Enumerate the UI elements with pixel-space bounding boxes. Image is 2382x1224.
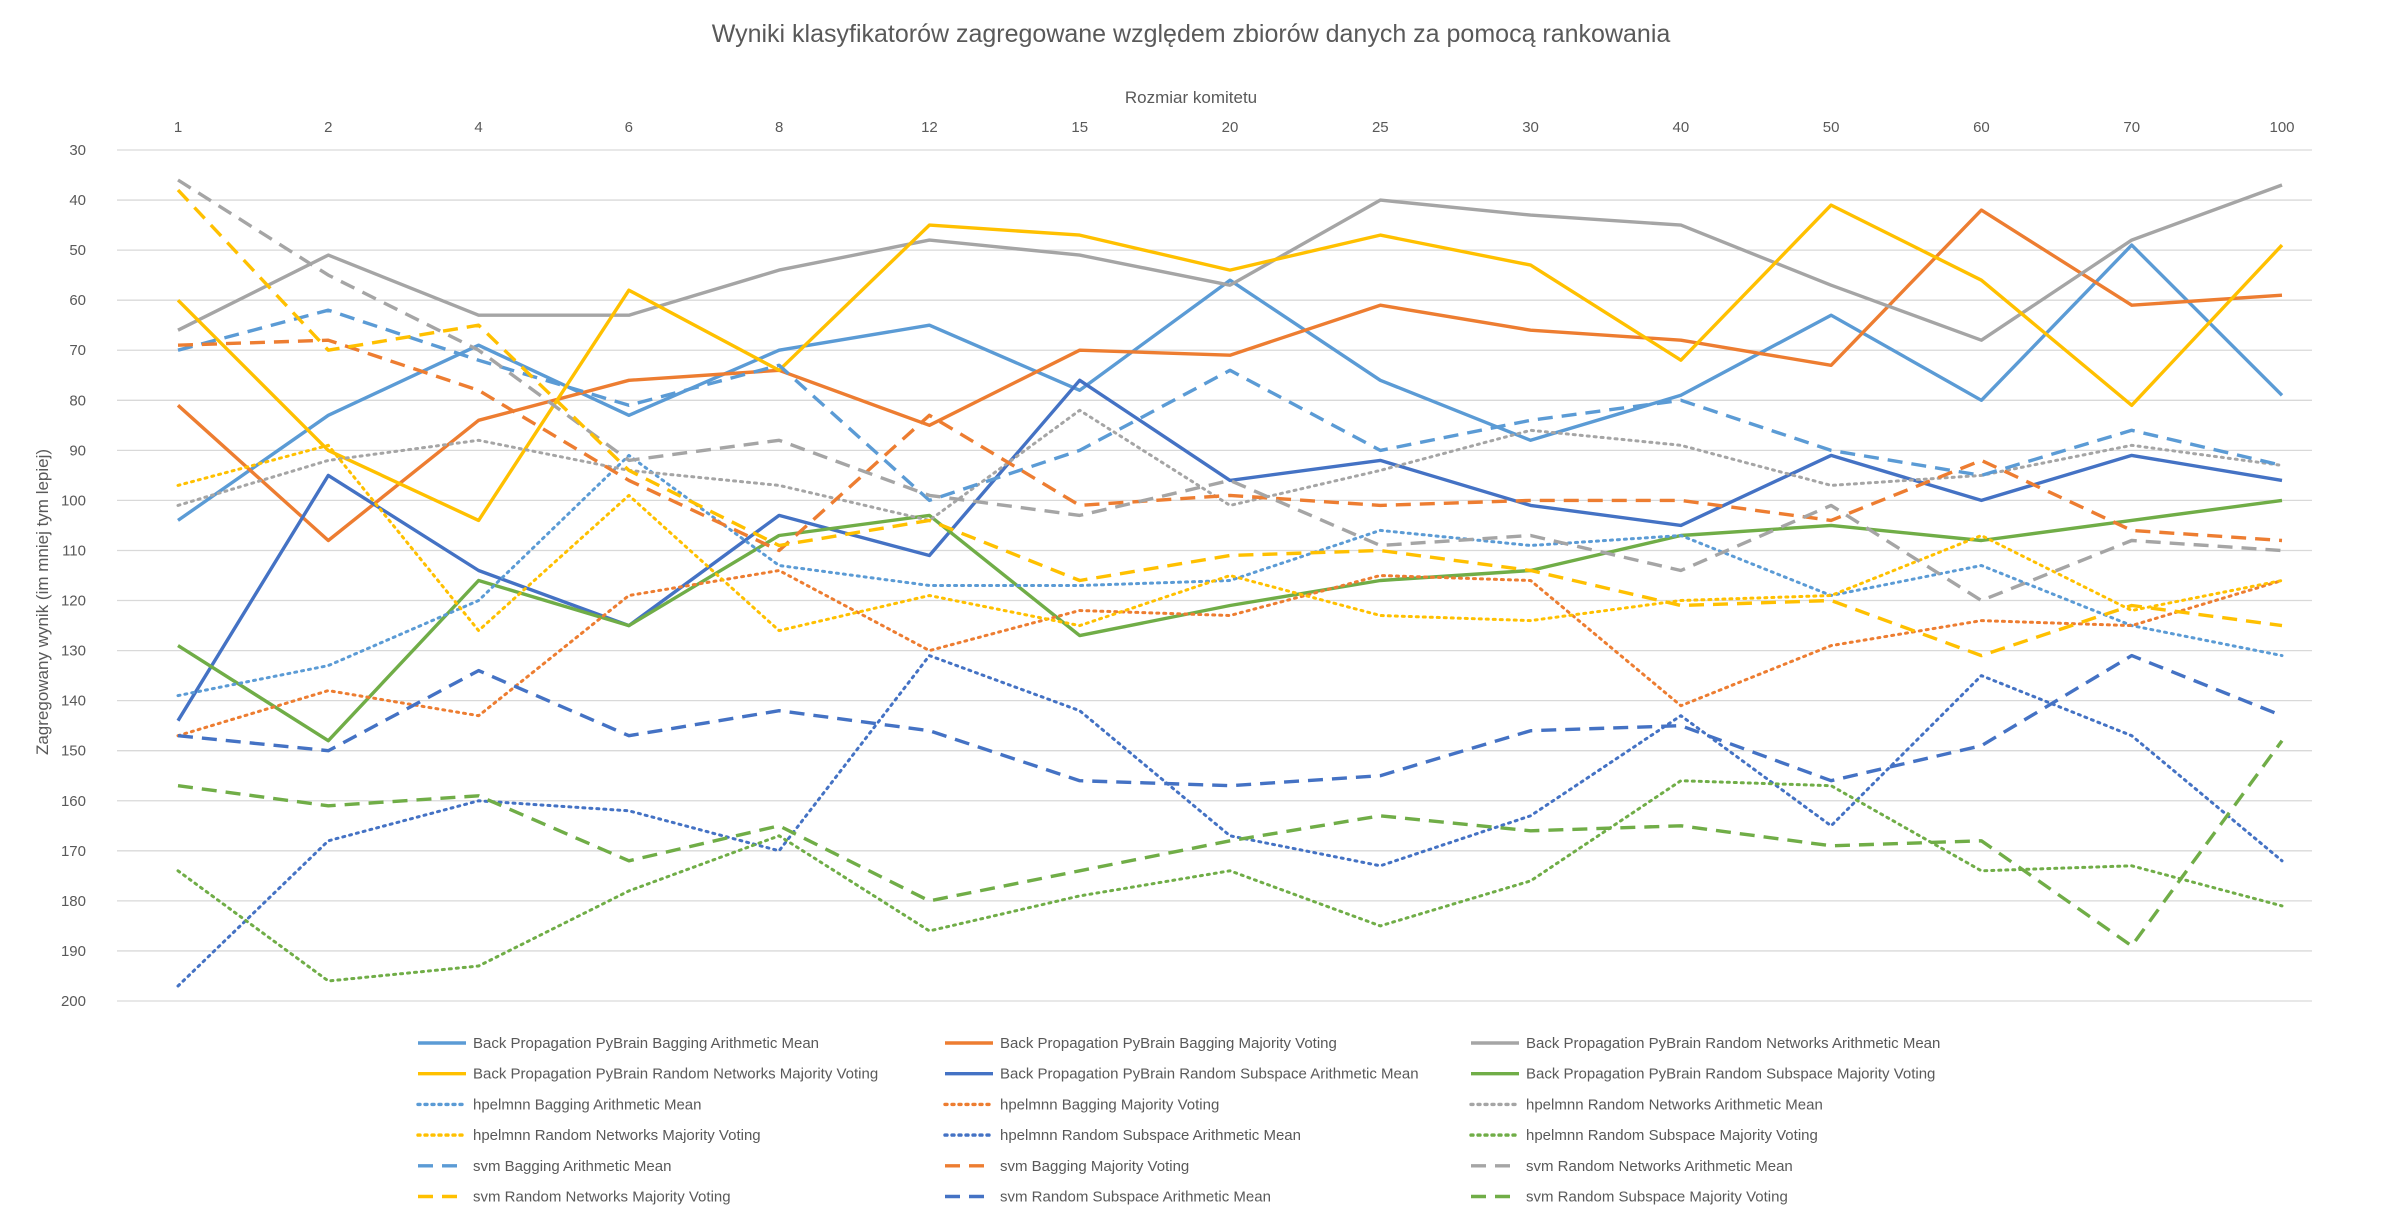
series-line bbox=[176, 203, 2284, 523]
legend: Back Propagation PyBrain Bagging Arithme… bbox=[416, 1035, 1940, 1206]
series-line bbox=[176, 378, 2283, 722]
series-line bbox=[177, 498, 2283, 743]
legend-item: Back Propagation PyBrain Random Subspace… bbox=[1471, 1066, 1935, 1083]
x-tick-label: 4 bbox=[474, 119, 482, 136]
legend-item: svm Bagging Arithmetic Mean bbox=[418, 1158, 671, 1175]
legend-label: Back Propagation PyBrain Random Networks… bbox=[473, 1066, 878, 1083]
legend-item: Back Propagation PyBrain Bagging Arithme… bbox=[418, 1035, 819, 1052]
y-tick-label: 80 bbox=[69, 392, 86, 409]
legend-item: hpelmnn Random Networks Arithmetic Mean bbox=[1469, 1096, 1823, 1113]
y-tick-label: 70 bbox=[69, 342, 86, 359]
y-tick-label: 140 bbox=[61, 693, 86, 710]
series-line bbox=[177, 739, 2284, 948]
legend-item: Back Propagation PyBrain Bagging Majorit… bbox=[945, 1035, 1337, 1052]
series-line bbox=[176, 569, 2284, 738]
legend-item: Back Propagation PyBrain Random Networks… bbox=[418, 1066, 878, 1083]
legend-label: svm Random Subspace Majority Voting bbox=[1526, 1189, 1788, 1206]
series-line bbox=[176, 654, 2284, 988]
series-lines bbox=[176, 178, 2284, 988]
legend-label: hpelmnn Random Subspace Arithmetic Mean bbox=[1000, 1127, 1301, 1144]
x-tick-label: 50 bbox=[1823, 119, 1840, 136]
x-tick-label: 20 bbox=[1222, 119, 1239, 136]
legend-label: hpelmnn Bagging Majority Voting bbox=[1000, 1096, 1219, 1113]
x-tick-label: 6 bbox=[625, 119, 633, 136]
legend-item: svm Random Networks Arithmetic Mean bbox=[1471, 1158, 1793, 1175]
legend-item: Back Propagation PyBrain Random Networks… bbox=[1471, 1035, 1940, 1052]
x-tick-labels: 1 2 4 6 8 12 15 20 25 30 40 50 60 70 100 bbox=[174, 119, 2295, 136]
legend-item: svm Bagging Majority Voting bbox=[945, 1158, 1189, 1175]
series-line bbox=[176, 453, 2284, 698]
legend-label: Back Propagation PyBrain Random Networks… bbox=[1526, 1035, 1940, 1052]
series-line bbox=[177, 653, 2283, 788]
y-tick-label: 60 bbox=[69, 292, 86, 309]
legend-label: Back Propagation PyBrain Bagging Arithme… bbox=[473, 1035, 819, 1052]
y-tick-label: 110 bbox=[62, 542, 86, 559]
gridlines bbox=[117, 149, 2312, 1002]
y-tick-label: 180 bbox=[61, 893, 86, 910]
x-tick-label: 25 bbox=[1372, 119, 1389, 136]
series-line bbox=[177, 183, 2283, 342]
x-tick-label: 70 bbox=[2123, 119, 2140, 136]
y-tick-label: 30 bbox=[69, 142, 86, 159]
series-line bbox=[176, 188, 2283, 658]
legend-item: hpelmnn Random Networks Majority Voting bbox=[416, 1127, 761, 1144]
y-tick-label: 130 bbox=[61, 643, 86, 660]
chart-title: Wyniki klasyfikatorów zagregowane względ… bbox=[712, 20, 1671, 48]
y-tick-label: 160 bbox=[61, 793, 86, 810]
y-axis-title: Zagregowany wynik (im mniej tym lepiej) bbox=[33, 449, 52, 755]
x-tick-label: 1 bbox=[174, 119, 182, 136]
series-line bbox=[177, 338, 2283, 553]
x-tick-label: 12 bbox=[921, 119, 938, 136]
y-tick-label: 200 bbox=[61, 993, 86, 1010]
series-line bbox=[176, 208, 2283, 543]
x-tick-label: 100 bbox=[2269, 119, 2294, 136]
y-tick-labels: 30 40 50 60 70 80 90 100 110 120 130 140 150 160 170 18… bbox=[61, 142, 86, 1010]
legend-item: hpelmnn Bagging Majority Voting bbox=[943, 1096, 1219, 1113]
x-tick-label: 15 bbox=[1071, 119, 1088, 136]
legend-item: svm Random Subspace Majority Voting bbox=[1471, 1189, 1788, 1206]
legend-label: hpelmnn Random Networks Arithmetic Mean bbox=[1526, 1096, 1823, 1113]
y-tick-label: 40 bbox=[69, 192, 86, 209]
x-axis-title: Rozmiar komitetu bbox=[1125, 88, 1257, 107]
legend-label: Back Propagation PyBrain Random Subspace… bbox=[1000, 1066, 1419, 1083]
legend-label: svm Random Subspace Arithmetic Mean bbox=[1000, 1189, 1271, 1206]
series-line bbox=[177, 178, 2283, 603]
x-tick-label: 60 bbox=[1973, 119, 1990, 136]
legend-item: hpelmnn Random Subspace Arithmetic Mean bbox=[943, 1127, 1301, 1144]
x-tick-label: 2 bbox=[324, 119, 332, 136]
legend-item: hpelmnn Bagging Arithmetic Mean bbox=[416, 1096, 701, 1113]
y-tick-label: 170 bbox=[61, 843, 86, 860]
x-tick-label: 30 bbox=[1522, 119, 1539, 136]
y-tick-label: 50 bbox=[69, 242, 86, 259]
x-tick-label: 8 bbox=[775, 119, 783, 136]
series-line bbox=[177, 243, 2284, 522]
y-tick-label: 190 bbox=[61, 943, 86, 960]
legend-item: svm Random Subspace Arithmetic Mean bbox=[945, 1189, 1271, 1206]
x-tick-label: 40 bbox=[1673, 119, 1690, 136]
legend-label: hpelmnn Random Networks Majority Voting bbox=[473, 1127, 761, 1144]
legend-item: Back Propagation PyBrain Random Subspace… bbox=[945, 1066, 1419, 1083]
legend-label: svm Bagging Arithmetic Mean bbox=[473, 1158, 671, 1175]
legend-label: svm Bagging Majority Voting bbox=[1000, 1158, 1189, 1175]
legend-label: svm Random Networks Arithmetic Mean bbox=[1526, 1158, 1793, 1175]
legend-label: hpelmnn Random Subspace Majority Voting bbox=[1526, 1127, 1818, 1144]
y-tick-label: 120 bbox=[61, 593, 86, 610]
y-tick-label: 150 bbox=[61, 743, 86, 760]
series-line bbox=[176, 408, 2284, 522]
legend-label: Back Propagation PyBrain Random Subspace… bbox=[1526, 1066, 1935, 1083]
y-tick-label: 100 bbox=[61, 492, 86, 509]
legend-label: svm Random Networks Majority Voting bbox=[473, 1189, 731, 1206]
legend-item: svm Random Networks Majority Voting bbox=[418, 1189, 731, 1206]
legend-item: hpelmnn Random Subspace Majority Voting bbox=[1469, 1127, 1818, 1144]
y-tick-label: 90 bbox=[69, 442, 86, 459]
legend-label: hpelmnn Bagging Arithmetic Mean bbox=[473, 1096, 701, 1113]
series-line bbox=[176, 443, 2284, 633]
legend-label: Back Propagation PyBrain Bagging Majorit… bbox=[1000, 1035, 1337, 1052]
